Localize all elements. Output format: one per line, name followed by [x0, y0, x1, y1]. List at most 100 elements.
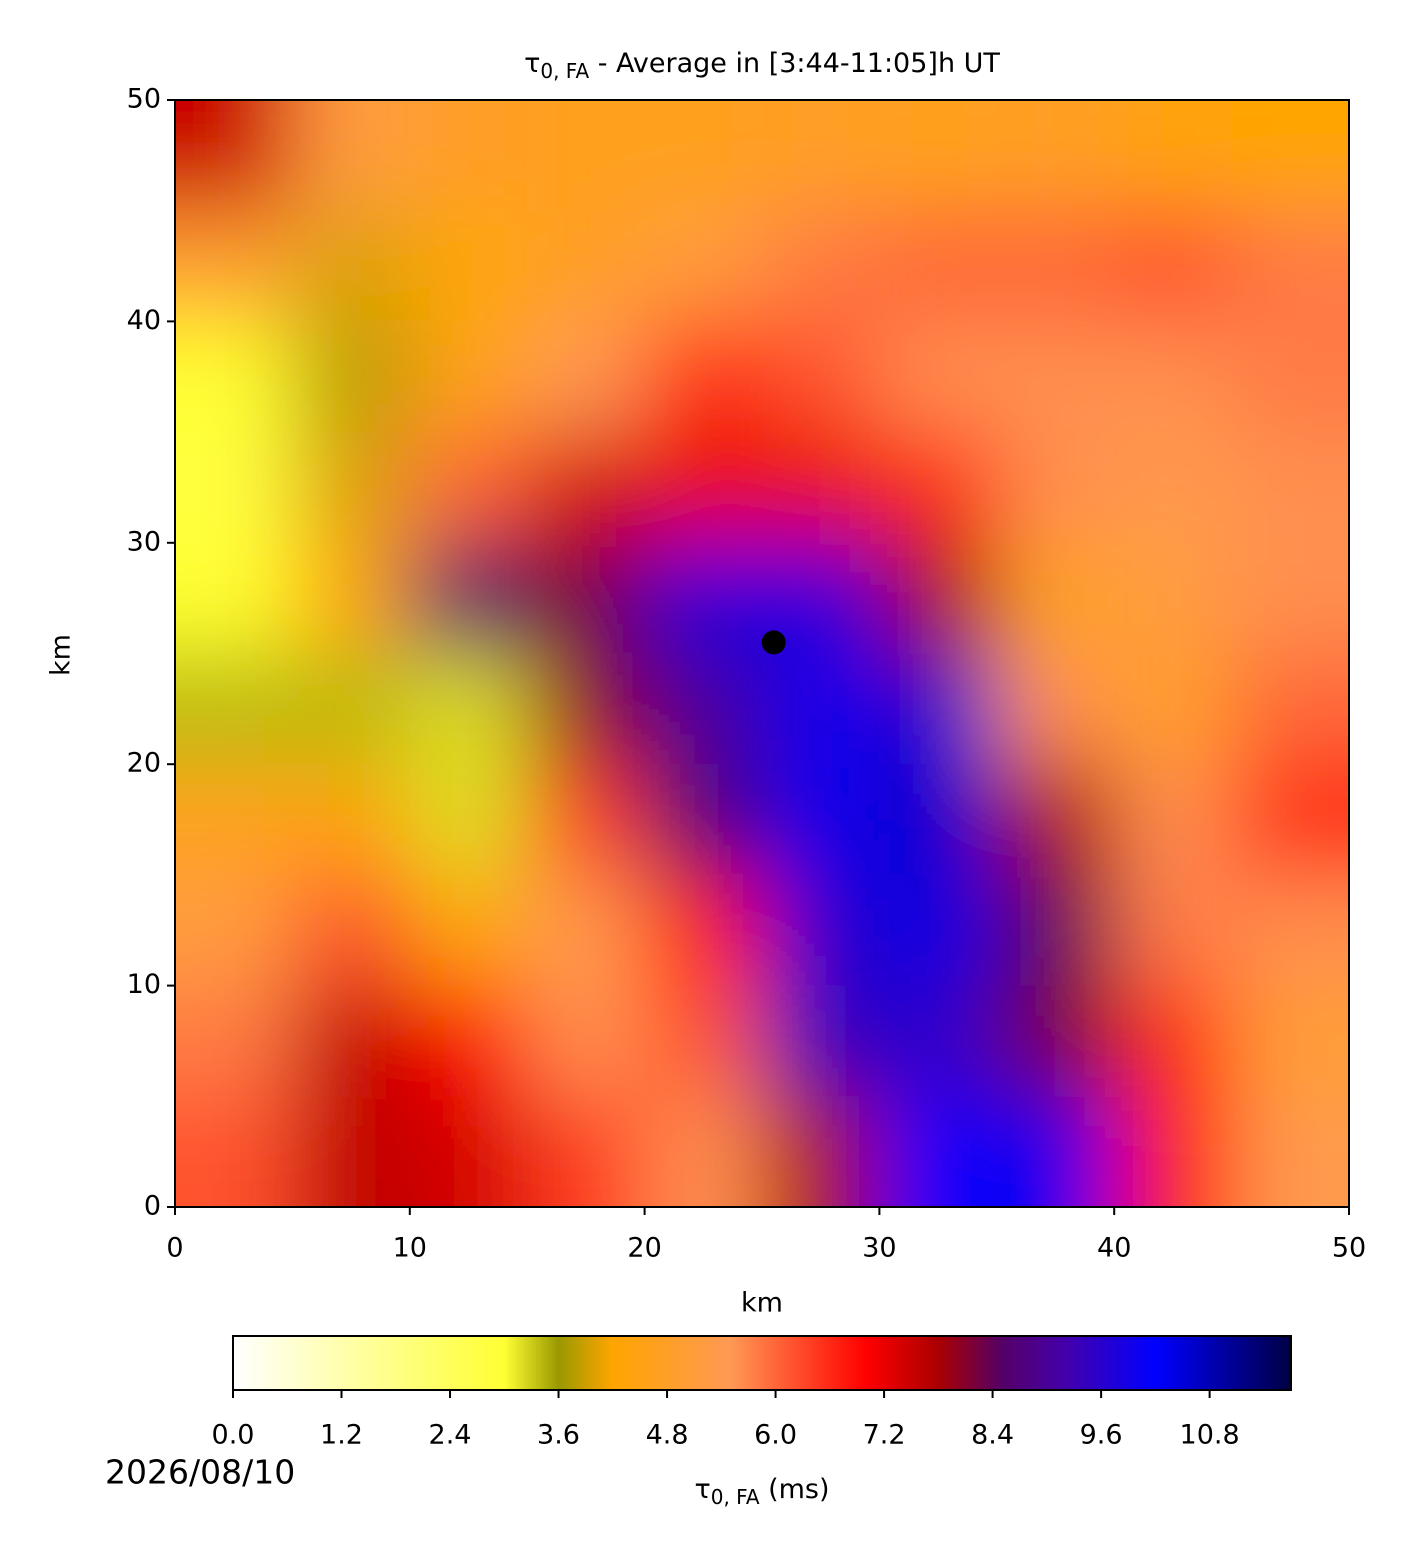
plot-frame [174, 99, 1350, 1208]
cell [879, 764, 998, 876]
cell [409, 100, 529, 212]
cell [1231, 321, 1349, 434]
cell [1231, 432, 1349, 544]
cell [527, 764, 646, 876]
cell [762, 1096, 881, 1207]
cell [1114, 653, 1233, 766]
marker [761, 630, 786, 655]
x-axis-label: km [741, 1288, 783, 1319]
cell [879, 210, 998, 323]
colorbar-tick-label: 0.0 [212, 1420, 255, 1451]
cb-text: (ms) [760, 1474, 830, 1505]
cell [527, 874, 646, 987]
cell [996, 653, 1116, 766]
cell [762, 653, 881, 766]
cell [996, 874, 1116, 987]
cell [644, 874, 763, 987]
cell [996, 100, 1116, 212]
colorbar-tick-label: 8.4 [971, 1420, 1014, 1451]
cell [762, 764, 881, 876]
cell [644, 542, 763, 655]
cell [175, 874, 294, 987]
x-tick-label: 30 [862, 1233, 896, 1264]
cell [1114, 985, 1233, 1098]
colorbar-tick-label: 1.2 [320, 1420, 363, 1451]
cell [175, 653, 294, 766]
cell [1231, 764, 1349, 876]
cell [1114, 874, 1233, 987]
colorbar-tick-label: 3.6 [537, 1420, 580, 1451]
cell [762, 210, 881, 323]
field [175, 100, 1349, 1207]
cell [409, 542, 529, 655]
cell [762, 100, 881, 212]
cell [175, 210, 294, 323]
cell [996, 321, 1116, 434]
colorbar-tick-label: 6.0 [754, 1420, 797, 1451]
y-tick-label: 0 [144, 1191, 161, 1222]
cell [1231, 874, 1349, 987]
cell [527, 210, 646, 323]
cell [409, 321, 529, 434]
cell [527, 432, 646, 544]
title-symbol: τ [524, 48, 540, 79]
cell [175, 321, 294, 434]
cell [175, 100, 294, 212]
y-axis-label: km [46, 634, 77, 676]
cell [1231, 542, 1349, 655]
cell [409, 1096, 529, 1207]
cell [762, 432, 881, 544]
cell [1231, 653, 1349, 766]
cell [292, 653, 411, 766]
cells [175, 100, 1349, 1207]
cell [996, 985, 1116, 1098]
cell [527, 653, 646, 766]
cell [175, 764, 294, 876]
x-tick-label: 10 [393, 1233, 427, 1264]
colorbar-label: τ0, FA (ms) [694, 1474, 829, 1509]
cell [644, 1096, 763, 1207]
cell [527, 321, 646, 434]
colorbar-tick-label: 10.8 [1180, 1420, 1240, 1451]
y-tick-label: 30 [127, 526, 161, 557]
chart-title: τ0, FA - Average in [3:44-11:05]h UT [524, 48, 1000, 83]
cell [762, 985, 881, 1098]
cell [762, 321, 881, 434]
y-tick-label: 50 [127, 84, 161, 115]
cell [409, 764, 529, 876]
y-tick-label: 20 [127, 748, 161, 779]
cell [644, 653, 763, 766]
cell [175, 542, 294, 655]
cell [644, 764, 763, 876]
x-tick-label: 50 [1332, 1233, 1366, 1264]
cell [996, 1096, 1116, 1207]
cell [292, 321, 411, 434]
cell [644, 985, 763, 1098]
cell [1231, 1096, 1349, 1207]
cell [1114, 321, 1233, 434]
cell [996, 432, 1116, 544]
cb-symbol: τ [694, 1474, 710, 1505]
cell [527, 1096, 646, 1207]
title-text: - Average in [3:44-11:05]h UT [589, 48, 1000, 79]
cell [1231, 985, 1349, 1098]
cell [879, 874, 998, 987]
cell [292, 100, 411, 212]
title-subscript: 0, FA [540, 59, 589, 83]
cell [292, 542, 411, 655]
date: 2026/08/10 [105, 1453, 295, 1492]
cell [879, 653, 998, 766]
cell [1114, 542, 1233, 655]
cell [1114, 100, 1233, 212]
cell [1231, 210, 1349, 323]
y-tick-label: 40 [127, 305, 161, 336]
colorbar-tick-label: 4.8 [646, 1420, 689, 1451]
cell [1114, 210, 1233, 323]
cb-subscript: 0, FA [711, 1485, 760, 1509]
cell [175, 1096, 294, 1207]
x-tick-label: 20 [627, 1233, 661, 1264]
x-tick-label: 0 [166, 1233, 183, 1264]
cell [644, 100, 763, 212]
cell [409, 210, 529, 323]
